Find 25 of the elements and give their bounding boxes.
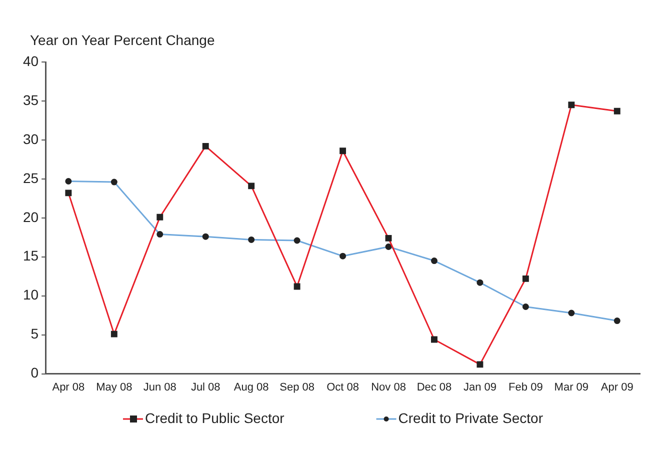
y-tick-label: 35 [22,92,39,108]
x-tick-label: Nov 08 [371,381,406,394]
legend-label: Credit to Public Sector [144,410,285,426]
y-tick-label: 5 [30,326,39,342]
y-tick-label: 40 [22,52,39,69]
x-tick-label: Apr 09 [600,381,634,394]
x-tick-label: Dec 08 [416,381,452,394]
y-tick-label: 10 [22,286,39,303]
legend-label: Credit to Private Sector [398,410,544,426]
x-tick-label: Jun 08 [143,381,176,394]
x-tick-label: Sep 08 [280,381,314,394]
y-tick-label: 30 [22,130,39,147]
y-tick-label: 25 [22,170,39,186]
y-tick-label: 15 [22,248,39,264]
x-tick-label: Mar 09 [554,381,589,394]
x-tick-label: Jan 09 [463,381,496,394]
x-tick-label: Apr 08 [52,381,85,394]
y-axis-title: Year on Year Percent Change [30,32,215,48]
x-tick-label: Oct 08 [326,381,359,394]
x-tick-label: Aug 08 [234,381,269,394]
x-tick-label: Feb 09 [508,381,543,394]
y-tick-label: 0 [30,364,39,381]
x-tick-label: Jul 08 [190,381,220,394]
y-tick-label: 20 [22,208,39,225]
x-tick-label: May 08 [96,381,132,394]
